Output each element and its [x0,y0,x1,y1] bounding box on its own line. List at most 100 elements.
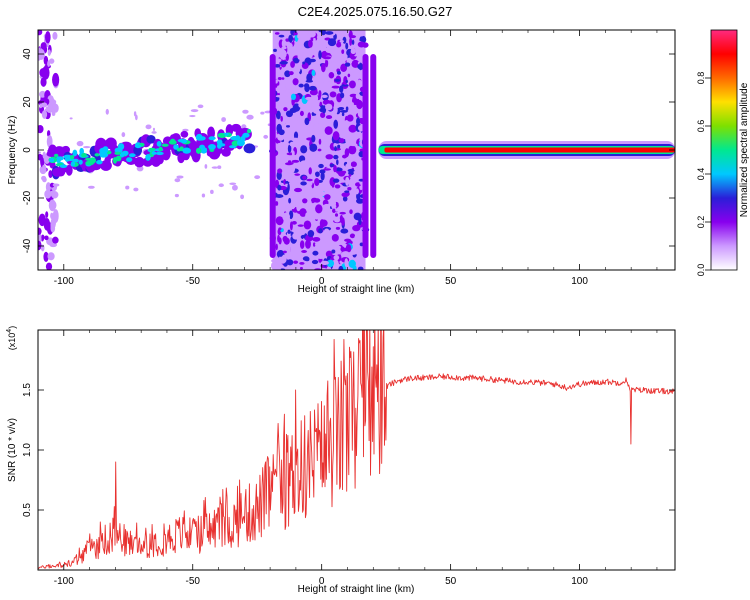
signal-halo [134,156,145,168]
noise-blob [308,85,317,91]
noise-blob [300,66,307,77]
noise-blob [334,184,341,189]
signal-halo [243,143,256,154]
noise-blob [334,146,337,152]
spectrogram-marks [38,30,675,270]
noise-blob [290,93,297,101]
signal-halo [180,130,189,138]
noise-blob [344,258,349,268]
noise-blob [339,39,344,43]
signal-core [217,143,226,147]
noise-blob [334,213,339,217]
noise-blob [321,63,326,73]
signal-core [117,143,125,151]
noise-blob [48,170,53,179]
noise-blob [311,134,316,143]
signal-core [182,147,191,154]
signal-core [177,138,186,143]
noise-blob [263,134,269,139]
noise-blob [349,143,358,147]
noise-blob [335,167,343,172]
noise-blob [294,187,303,193]
noise-blob [323,168,332,171]
noise-blob [347,158,352,168]
noise-blob [289,199,296,210]
noise-blob [38,151,41,154]
noise-blob [276,149,283,155]
y-tick-label: -40 [22,238,33,253]
noise-blob [278,250,284,257]
noise-blob [282,212,291,222]
signal-core [208,136,216,141]
noise-blob [333,254,340,261]
noise-blob [281,39,287,48]
noise-blob [217,165,222,169]
signal-core [155,151,164,156]
x-tick-label: -100 [54,576,74,587]
noise-blob [321,45,327,51]
noise-blob [345,135,350,145]
signal-core [72,149,78,157]
noise-blob [45,182,52,192]
signal-core [169,138,176,144]
edge-spike [362,54,369,258]
noise-blob [315,152,319,157]
noise-blob [299,240,305,249]
noise-blob [358,48,365,55]
noise-blob [289,107,298,114]
noise-blob [306,73,313,83]
noise-blob [323,228,330,237]
noise-blob [352,108,359,115]
signal-core [49,157,55,163]
noise-blob [46,135,53,148]
noise-blob [320,260,329,266]
noise-blob [347,168,355,173]
noise-blob [52,236,59,244]
noise-blob [41,65,50,80]
noise-blob [324,126,333,135]
noise-blob [189,115,196,118]
noise-blob [302,49,310,58]
noise-blob [304,117,310,126]
noise-blob [331,189,340,194]
noise-blob [344,62,351,67]
noise-blob [358,217,362,226]
noise-blob [302,175,307,180]
signal-halo [161,146,171,161]
noise-blob [273,48,277,53]
noise-blob [348,259,356,268]
noise-blob [240,194,245,200]
noise-blob [344,148,350,158]
noise-blob [358,62,363,71]
noise-blob [286,259,294,266]
noise-blob [281,77,285,80]
signal-halo [154,154,164,165]
noise-blob [349,189,357,193]
noise-blob [346,227,354,235]
spectrogram-axes: -100 -50 0 50 100 -40 -20 0 20 40 [22,30,675,287]
noise-blob [280,115,283,122]
noise-blob [279,67,288,72]
noise-blob [298,102,304,108]
colorbar-tick-label: 0.0 [696,264,706,277]
noise-blob [349,219,355,224]
noise-blob [197,104,204,109]
noise-blob [135,114,138,121]
signal-core [195,133,203,141]
noise-blob [49,182,55,188]
noise-blob [307,30,316,38]
noise-blob [308,202,315,211]
noise-blob [297,39,301,46]
noise-blob [345,106,349,111]
svg-text:(x104): (x104) [6,326,17,350]
noise-blob [354,188,359,195]
noise-blob [356,99,363,110]
noise-blob [318,138,322,145]
noise-blob [339,92,345,99]
noise-blob [314,177,320,187]
noise-blob [287,42,293,50]
noise-blob [325,115,333,120]
noise-blob [357,266,364,270]
noise-blob [349,93,358,98]
noise-blob [277,159,285,168]
